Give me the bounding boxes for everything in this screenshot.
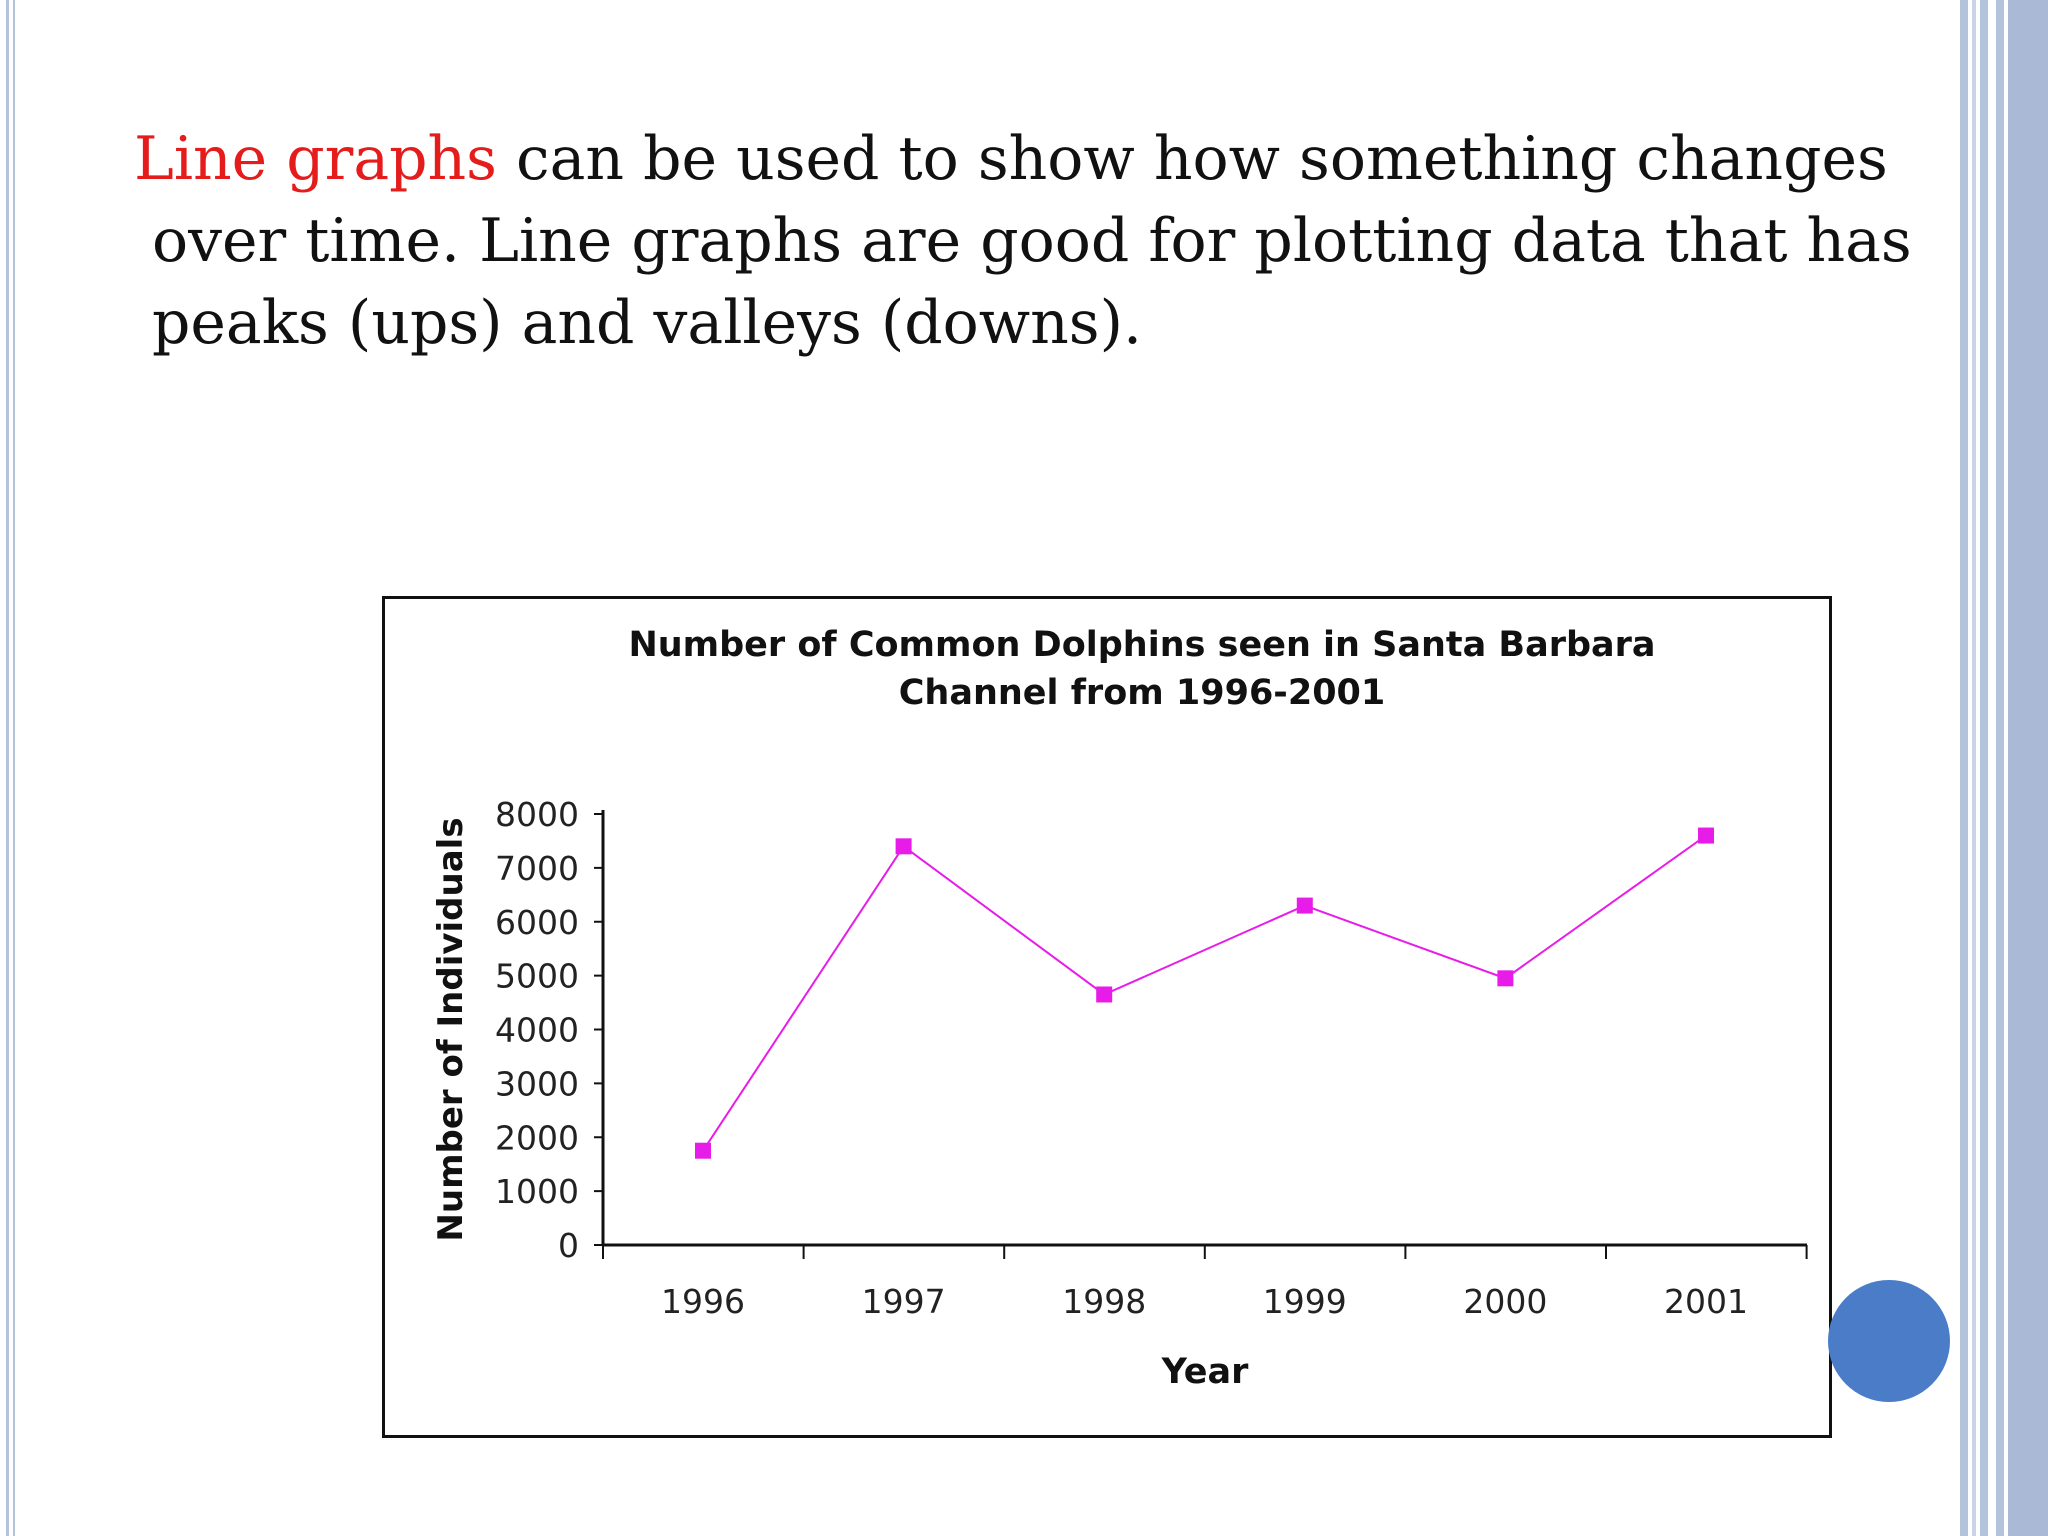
text-line-1: Line graphs can be used to show how some…: [134, 118, 1888, 200]
x-tick-label: 1998: [1062, 1282, 1146, 1321]
y-axis-title: Number of Individuals: [431, 817, 471, 1241]
data-point-marker: [695, 1142, 711, 1159]
right-border-band-3: [1980, 0, 1988, 1536]
y-tick-label: 0: [558, 1226, 579, 1265]
x-tick-label: 1996: [661, 1282, 745, 1321]
decorative-circle: [1828, 1280, 1950, 1402]
line-chart: 0 1000 2000 3000 4000 5000 6000 7000 8000 1996 199…: [431, 795, 1808, 1392]
chart-title: Number of Common Dolphins seen in Santa …: [385, 621, 1829, 717]
left-border-rule: [6, 0, 9, 1536]
text-line-3: peaks (ups) and valleys (downs).: [152, 288, 1143, 358]
data-point-marker: [1096, 986, 1113, 1003]
right-border-band-2: [1972, 0, 1976, 1536]
x-tick-label: 1999: [1263, 1282, 1347, 1321]
x-tick-label: 2000: [1463, 1282, 1547, 1321]
y-tick-label: 4000: [495, 1011, 579, 1050]
left-border-rule-inner: [13, 0, 15, 1536]
x-axis-title: Year: [1161, 1352, 1249, 1392]
right-border-band-4: [1996, 0, 2004, 1536]
chart-title-line-1: Number of Common Dolphins seen in Santa …: [628, 625, 1656, 665]
chart-frame: Number of Common Dolphins seen in Santa …: [382, 596, 1832, 1438]
y-tick-label: 7000: [495, 849, 579, 888]
x-tick-label: 1997: [862, 1282, 946, 1321]
y-tick-label: 5000: [495, 957, 579, 996]
chart-title-line-2: Channel from 1996-2001: [898, 673, 1386, 713]
series-line: [702, 834, 1707, 1152]
text-line-2: over time. Line graphs are good for plot…: [152, 206, 1912, 276]
y-tick-label: 1000: [495, 1172, 579, 1211]
text-line-1-rest: can be used to show how something change…: [496, 124, 1888, 194]
right-border-band: [1960, 0, 1968, 1536]
right-border-band-5: [2008, 0, 2048, 1536]
data-point-marker: [1698, 827, 1714, 844]
accent-term: Line graphs: [134, 124, 497, 194]
data-point-marker: [895, 838, 912, 855]
y-tick-label: 2000: [495, 1118, 579, 1157]
y-tick-label: 6000: [495, 903, 579, 942]
data-point-marker: [1296, 897, 1313, 914]
x-tick-label: 2001: [1664, 1282, 1748, 1321]
slide-body-text: Line graphs can be used to show how some…: [134, 118, 1912, 364]
y-tick-label: 3000: [495, 1064, 579, 1103]
y-tick-label: 8000: [495, 795, 579, 834]
data-point-marker: [1497, 970, 1514, 987]
